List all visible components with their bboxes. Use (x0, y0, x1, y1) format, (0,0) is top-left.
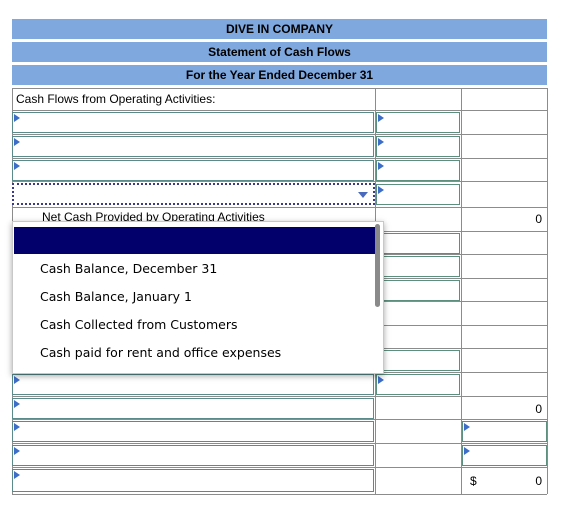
grid-line (12, 207, 547, 208)
grid-line (547, 88, 548, 494)
arrow-icon (14, 400, 20, 408)
grid-line (12, 88, 547, 89)
amount-input[interactable] (376, 374, 460, 395)
grid-line (12, 467, 547, 468)
amount-input[interactable] (376, 350, 460, 371)
amount-input[interactable] (376, 112, 460, 133)
arrow-icon (378, 376, 384, 384)
ending-balance-value: 0 (535, 474, 542, 488)
arrow-icon (378, 114, 384, 122)
amount-input[interactable] (376, 184, 460, 205)
grid-line (12, 396, 547, 397)
description-input[interactable] (12, 136, 374, 157)
description-input[interactable] (12, 421, 374, 442)
amount-input[interactable] (376, 160, 460, 181)
arrow-icon (14, 138, 20, 146)
arrow-icon (378, 138, 384, 146)
arrow-icon (14, 162, 20, 170)
dropdown-scrollbar[interactable] (375, 224, 380, 307)
dropdown-option[interactable]: Cash Balance, December 31 (40, 261, 218, 276)
description-input[interactable] (12, 398, 374, 419)
grid-line (12, 494, 547, 495)
description-input[interactable] (12, 374, 374, 395)
description-input[interactable] (12, 160, 374, 181)
grid-line (12, 134, 547, 135)
arrow-icon (378, 162, 384, 170)
amount-input[interactable] (376, 256, 460, 277)
arrow-icon (14, 471, 20, 479)
arrow-icon (378, 186, 384, 194)
grid-line (12, 110, 547, 111)
dropdown-option[interactable]: Cash paid for rent and office expenses (40, 345, 282, 360)
dropdown-option[interactable]: Cash Balance, January 1 (40, 289, 192, 304)
grid-line (12, 158, 547, 159)
arrow-icon (464, 423, 470, 431)
net-operating-value: 0 (535, 212, 542, 226)
grid-line (12, 443, 547, 444)
arrow-icon (14, 447, 20, 455)
dropdown-option[interactable]: Cash Collected from Customers (40, 317, 238, 332)
description-select[interactable] (12, 183, 375, 205)
arrow-icon (14, 376, 20, 384)
grid-line (461, 88, 462, 494)
grid-line (12, 419, 547, 420)
chevron-down-icon (358, 192, 368, 198)
net-operating-label: Net Cash Provided by Operating Activitie… (42, 210, 265, 224)
arrow-icon (14, 423, 20, 431)
company-name: DIVE IN COMPANY (12, 19, 547, 40)
statement-title: Statement of Cash Flows (12, 42, 547, 63)
statement-period: For the Year Ended December 31 (12, 65, 547, 86)
dropdown-option-blank[interactable] (14, 227, 377, 254)
description-input[interactable] (12, 469, 374, 492)
amount-input[interactable] (376, 136, 460, 157)
description-input[interactable] (12, 445, 374, 466)
amount-input[interactable] (376, 280, 460, 301)
description-input[interactable] (12, 112, 374, 133)
section-label: Cash Flows from Operating Activities: (16, 92, 216, 106)
dropdown-menu: Cash Balance, December 31 Cash Balance, … (12, 221, 384, 374)
subtotal-value: 0 (535, 402, 542, 416)
arrow-icon (14, 114, 20, 122)
amount-input[interactable] (376, 233, 460, 254)
grid-line (12, 181, 547, 182)
dollar-sign: $ (470, 474, 477, 488)
arrow-icon (464, 447, 470, 455)
total-input[interactable] (462, 421, 547, 442)
total-input[interactable] (462, 445, 547, 466)
